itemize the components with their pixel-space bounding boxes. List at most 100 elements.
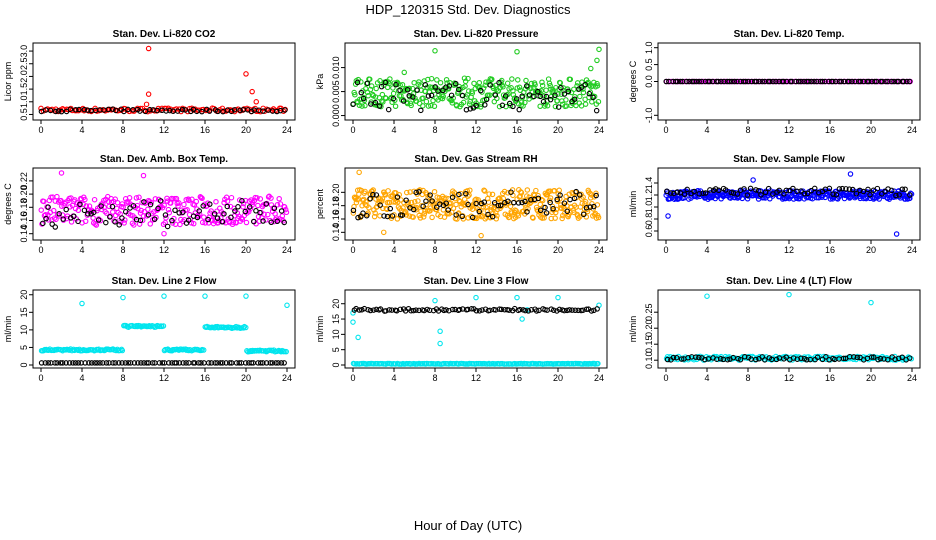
- panel-3-black-point-40: [773, 78, 779, 85]
- panel-6-black-point-53: [850, 186, 856, 193]
- panel-7-cyan-point-132: [200, 347, 207, 353]
- panel-5-orange-point-100: [415, 198, 421, 204]
- panel-5-black-point-59: [543, 210, 550, 216]
- panel-6-blue-point-239: [841, 195, 848, 202]
- panel-4-magenta-point-263: [254, 195, 260, 201]
- panel-6-xtick-label-1: 4: [704, 245, 709, 255]
- panel-6-black-point-10: [700, 190, 706, 196]
- panel-6-blue-point-332: [893, 231, 900, 237]
- panel-8-ytick-label-4: 20: [331, 299, 341, 309]
- panel-5-black-point-16: [403, 197, 409, 203]
- panel-2-green-point-207: [504, 80, 511, 87]
- panel-6-black-point-15: [715, 187, 722, 194]
- panel-4-magenta-point-9: [45, 217, 52, 223]
- panel-9-xtick-label-3: 12: [784, 373, 794, 383]
- panel-6-xtick-label-3: 12: [784, 245, 794, 255]
- panel-2-black-point-27: [446, 83, 453, 89]
- panel-5-orange-point-252: [513, 208, 519, 214]
- panel-2-black-point-63: [571, 96, 578, 102]
- panel-2-black-point-69: [593, 107, 600, 114]
- panel-5-orange-point-270: [525, 205, 531, 212]
- panel-6-black-point-18: [728, 189, 734, 196]
- panel-7-title: Stan. Dev. Line 2 Flow: [112, 276, 217, 287]
- panel-8-black-point-10: [377, 306, 384, 312]
- panel-4-black-point-23: [119, 215, 125, 221]
- panel-5-black-point-25: [434, 204, 440, 210]
- panel-2-black-point-22: [428, 92, 435, 99]
- panel-7-black-point-56: [212, 360, 218, 366]
- panel-2-green-point-8: [356, 102, 363, 109]
- panel-4-magenta-point-156: [166, 209, 173, 216]
- panel-9-ytick-label-2: 0.20: [644, 319, 654, 337]
- panel-4-magenta-point-3: [41, 198, 47, 205]
- panel-8-black-point-61: [517, 306, 523, 313]
- panel-4-magenta-point-195: [198, 194, 204, 201]
- panel-2-green-point-279: [558, 91, 565, 97]
- panel-7-black-point-12: [75, 360, 82, 366]
- panel-1-black-point-54: [260, 108, 266, 114]
- panel-2-xtick-label-2: 8: [432, 125, 437, 135]
- panel-5-orange-point-286: [535, 192, 541, 199]
- panel-2-black-point-43: [502, 93, 509, 99]
- panel-2-green-point-170: [477, 84, 483, 91]
- panel-2-green-point-335: [401, 69, 407, 76]
- panel-1-red-point-48: [137, 105, 144, 112]
- panel-5-black-point-18: [410, 206, 417, 213]
- panel-4-magenta-point-87: [109, 209, 116, 215]
- panel-5-orange-point-155: [450, 205, 457, 212]
- panel-1-black-point-2: [47, 107, 54, 114]
- panel-7-black-point-57: [214, 360, 220, 366]
- panel-2-black-point-19: [418, 107, 424, 114]
- panel-6-black-point-1: [667, 190, 674, 196]
- panel-4-magenta-point-227: [224, 198, 231, 204]
- panel-9-black-point-19: [730, 354, 736, 361]
- panel-2-green-point-261: [544, 102, 551, 109]
- panel-7-ytick-label-3: 15: [19, 307, 29, 317]
- panel-2-green-point-125: [443, 76, 450, 83]
- panel-9-black-point-8: [693, 354, 699, 360]
- panel-4-black-point-42: [185, 217, 192, 223]
- panel-4-black-point-20: [109, 203, 116, 210]
- panel-5-orange-point-259: [517, 189, 524, 195]
- panel-7-cyan-point-167: [244, 348, 250, 354]
- panel-7-cyan-point-203: [202, 293, 208, 299]
- panel-1-black-point-18: [113, 107, 119, 114]
- panel-2-ylabel: kPa: [315, 74, 325, 90]
- panel-8-black-point-13: [386, 307, 393, 313]
- panel-3-black-point-7: [683, 78, 690, 85]
- panel-1-black-point-51: [248, 108, 255, 115]
- panel-5-orange-point-52: [384, 206, 390, 213]
- panel-9-black-point-58: [868, 354, 875, 360]
- panel-7-black-point-51: [195, 360, 202, 366]
- panel-5-orange-point-129: [433, 206, 440, 213]
- panel-2-green-point-234: [525, 84, 531, 90]
- panel-4-magenta-point-169: [177, 221, 183, 228]
- panel-2-green-point-333: [594, 57, 600, 64]
- panel-3-black-point-34: [756, 78, 763, 85]
- panel-9-black-point-66: [896, 355, 902, 362]
- panel-6-black-point-23: [744, 192, 751, 198]
- panel-8-black-point-46: [476, 308, 483, 314]
- panel-1-red-point-123: [243, 71, 249, 77]
- panel-7-black-point-64: [236, 360, 243, 366]
- panel-3-black-point-20: [718, 78, 724, 85]
- panel-9-black-point-65: [892, 356, 898, 363]
- panel-2-xtick-label-3: 12: [471, 125, 481, 135]
- panel-6-black-point-25: [753, 187, 759, 193]
- panel-2-green-point-189: [491, 98, 498, 105]
- panel-9-black-point-17: [724, 356, 731, 363]
- panel-9-black-point-50: [840, 355, 847, 362]
- panel-4-magenta-point-180: [186, 197, 192, 204]
- panel-2-black-point-17: [410, 94, 416, 100]
- panel-8-title: Stan. Dev. Line 3 Flow: [424, 276, 529, 287]
- panel-1-black-point-43: [214, 108, 221, 115]
- panel-6-blue-point-18: [676, 195, 683, 201]
- panel-7-xtick-label-2: 8: [120, 373, 125, 383]
- panel-5-orange-point-154: [450, 188, 456, 194]
- panel-9-black-point-40: [804, 357, 810, 363]
- panel-5-orange-point-188: [472, 197, 478, 203]
- panel-5-ytick-label-2: 0.18: [331, 197, 341, 215]
- panel-2-green-point-78: [408, 102, 414, 109]
- panel-5-black-point-31: [453, 212, 459, 218]
- panel-5-black-point-45: [497, 202, 504, 209]
